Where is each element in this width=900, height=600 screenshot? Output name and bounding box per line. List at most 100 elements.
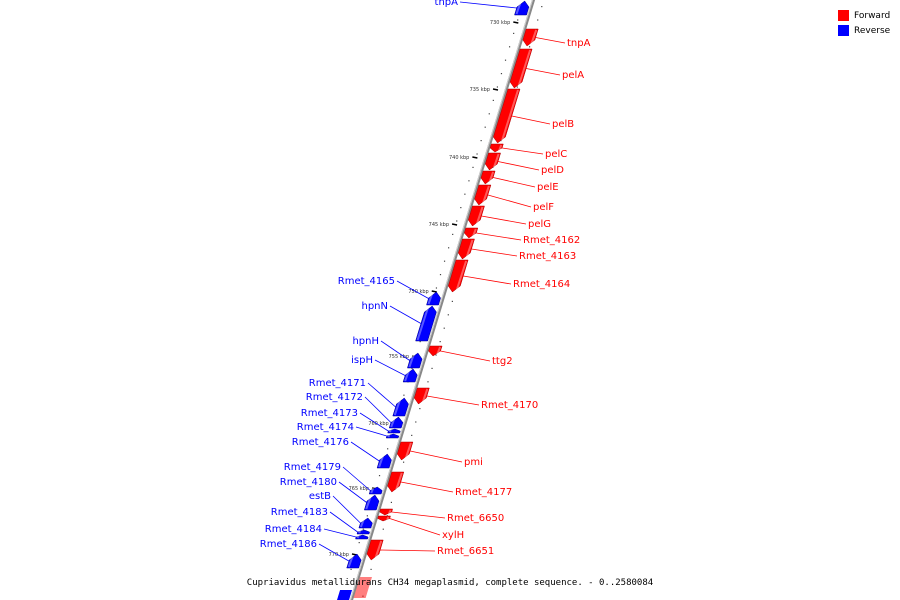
gene-label-pelc-forward[interactable]: pelC <box>545 149 567 160</box>
gene-label-rmet-4177-forward[interactable]: Rmet_4177 <box>455 487 512 498</box>
gene-shading <box>404 442 412 460</box>
gene-shading <box>387 509 392 515</box>
gene-label-rmet-4162-forward[interactable]: Rmet_4162 <box>523 235 580 246</box>
gene-shading <box>427 292 434 305</box>
gene-shading <box>356 535 360 539</box>
gene-arrow-rmet-4186-reverse <box>346 553 362 569</box>
tick-label: 745 kbp <box>429 222 449 228</box>
gene-arrow-rmet-6651-forward <box>366 539 384 561</box>
label-connector <box>391 511 446 519</box>
label-connector <box>440 350 491 362</box>
tick-mark <box>513 21 519 24</box>
gene-label-rmet-4173-reverse[interactable]: Rmet_4173 <box>301 408 358 419</box>
gene-label-rmet-6651-forward[interactable]: Rmet_6651 <box>437 546 494 557</box>
gene-shading <box>455 260 468 292</box>
tick-label: 760 kbp <box>368 421 388 427</box>
gene-label-xylh-forward[interactable]: xylH <box>442 530 464 541</box>
gene-arrow-tnpa-reverse <box>514 0 530 16</box>
minor-tick <box>447 314 449 316</box>
gene-label-pele-forward[interactable]: pelE <box>537 182 559 193</box>
gene-label-pelb-forward[interactable]: pelB <box>552 119 574 130</box>
minor-tick <box>496 86 498 88</box>
gene-shading <box>386 516 390 521</box>
gene-arrow-pelf-forward <box>474 184 492 206</box>
gene-label-rmet-4186-reverse[interactable]: Rmet_4186 <box>260 539 317 550</box>
minor-tick <box>476 153 478 155</box>
minor-tick <box>448 247 450 249</box>
label-connector <box>487 194 532 208</box>
gene-arrow-rmet-4164-forward <box>448 259 469 293</box>
gene-shading <box>436 346 442 356</box>
label-connector <box>459 1 517 9</box>
gene-label-ttg2-forward[interactable]: ttg2 <box>492 356 513 367</box>
label-connector <box>389 305 422 324</box>
gene-arrow-xylh-forward <box>377 515 391 522</box>
gene-arrow-pelc-forward <box>489 143 504 153</box>
tick-mark <box>472 156 478 159</box>
gene-shading <box>421 388 429 404</box>
tick-mark <box>431 290 437 293</box>
label-connector <box>342 466 371 491</box>
sequence-backbone-highlight <box>349 0 534 600</box>
gene-label-rmet-4163-forward[interactable]: Rmet_4163 <box>519 251 576 262</box>
gene-shading <box>492 153 500 170</box>
gene-arrow-pmi-forward <box>397 441 414 461</box>
minor-tick <box>415 421 417 423</box>
tick-label: 735 kbp <box>470 87 490 93</box>
minor-tick <box>468 180 470 182</box>
gene-label-pela-forward[interactable]: pelA <box>562 70 584 81</box>
label-connector <box>318 543 349 562</box>
minor-tick <box>366 515 368 517</box>
minor-tick <box>419 408 421 410</box>
label-connector <box>535 37 566 44</box>
gene-label-rmet-4176-reverse[interactable]: Rmet_4176 <box>292 437 349 448</box>
label-connector <box>389 518 441 536</box>
gene-label-hpnh-reverse[interactable]: hpnH <box>352 336 379 347</box>
minor-tick <box>472 166 474 168</box>
gene-label-hpnn-reverse[interactable]: hpnN <box>361 301 388 312</box>
minor-tick <box>427 381 429 383</box>
gene-label-pelf-forward[interactable]: pelF <box>533 202 554 213</box>
gene-shading <box>370 487 375 494</box>
legend-label-forward: Forward <box>854 10 891 21</box>
gene-label-rmet-4180-reverse[interactable]: Rmet_4180 <box>280 477 337 488</box>
gene-label-rmet-4183-reverse[interactable]: Rmet_4183 <box>271 507 328 518</box>
minor-tick <box>403 394 405 396</box>
gene-label-rmet-4179-reverse[interactable]: Rmet_4179 <box>284 462 341 473</box>
gene-label-peld-forward[interactable]: pelD <box>541 165 564 176</box>
gene-label-rmet-4172-reverse[interactable]: Rmet_4172 <box>306 392 363 403</box>
gene-label-estb-reverse[interactable]: estB <box>309 491 331 502</box>
minor-tick <box>378 475 381 477</box>
minor-tick <box>500 140 502 142</box>
gene-label-rmet-4174-reverse[interactable]: Rmet_4174 <box>297 422 354 433</box>
minor-tick <box>382 528 384 530</box>
gene-arrow-rmet-4177-forward <box>387 471 405 493</box>
gene-arrow-rmet-4183-reverse <box>356 529 370 535</box>
gene-label-rmet-4165-reverse[interactable]: Rmet_4165 <box>338 276 395 287</box>
gene-label-pelg-forward[interactable]: pelG <box>528 219 551 230</box>
label-connector <box>476 232 522 241</box>
forward-swatch <box>838 10 849 21</box>
label-connector <box>502 147 544 155</box>
gene-label-tnpa-reverse[interactable]: tnpA <box>435 0 459 8</box>
gene-arrow-partial <box>353 577 372 598</box>
gene-arrow-hpnn-reverse <box>415 305 437 342</box>
minor-tick <box>504 59 507 61</box>
gene-label-pmi-forward[interactable]: pmi <box>464 457 483 468</box>
gene-label-rmet-6650-forward[interactable]: Rmet_6650 <box>447 513 504 524</box>
minor-tick <box>492 99 494 101</box>
label-connector <box>380 340 410 361</box>
gene-shading <box>393 398 402 416</box>
gene-label-rmet-4164-forward[interactable]: Rmet_4164 <box>513 279 570 290</box>
minor-tick <box>456 220 458 222</box>
gene-label-rmet-4171-reverse[interactable]: Rmet_4171 <box>309 378 366 389</box>
gene-label-rmet-4170-forward[interactable]: Rmet_4170 <box>481 400 538 411</box>
gene-shading <box>408 353 415 368</box>
gene-label-rmet-4184-reverse[interactable]: Rmet_4184 <box>265 524 322 535</box>
gene-label-tnpa-forward[interactable]: tnpA <box>567 38 591 49</box>
gene-shading <box>481 185 490 205</box>
minor-tick <box>435 354 437 356</box>
minor-tick <box>350 568 352 570</box>
gene-label-isph-reverse[interactable]: ispH <box>351 355 373 366</box>
